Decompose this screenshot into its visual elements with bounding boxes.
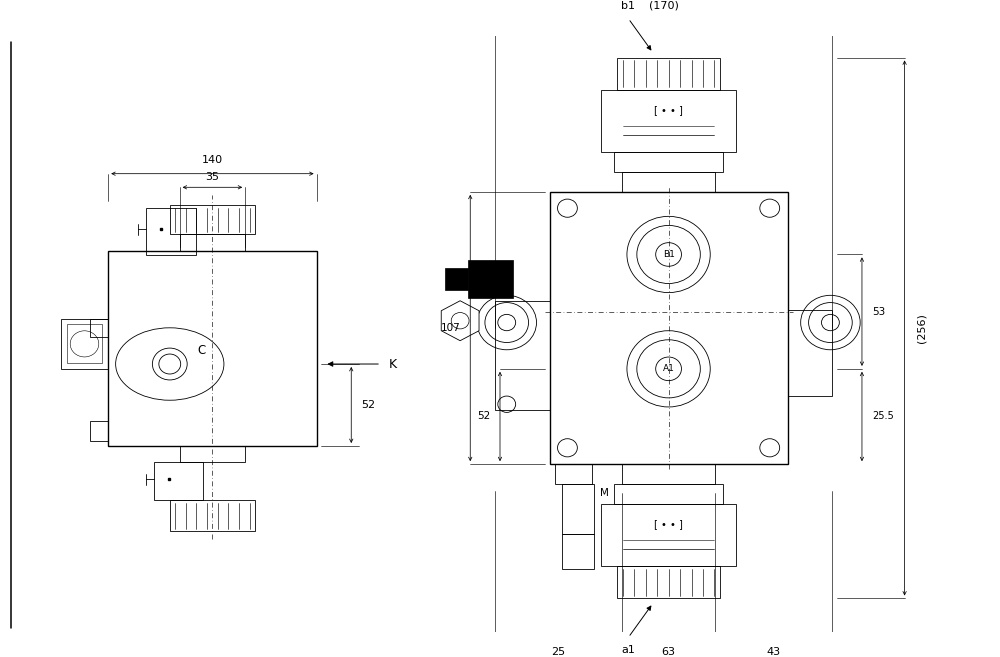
Bar: [788, 310, 832, 396]
Text: 25: 25: [551, 646, 566, 656]
Bar: [614, 484, 723, 504]
Text: 35: 35: [205, 172, 219, 182]
Bar: [622, 172, 715, 192]
Text: a1: a1: [621, 645, 635, 655]
Bar: [614, 152, 723, 172]
Text: 43: 43: [767, 646, 781, 656]
Bar: [601, 504, 736, 566]
Text: 107: 107: [441, 323, 460, 333]
Bar: [617, 58, 720, 90]
Bar: [61, 319, 108, 369]
Text: b1: b1: [621, 1, 635, 11]
Polygon shape: [441, 301, 479, 341]
Text: 52: 52: [477, 411, 490, 422]
Bar: [180, 235, 245, 251]
Bar: [555, 464, 592, 484]
Bar: [90, 319, 108, 337]
Bar: [550, 192, 788, 464]
Text: 52: 52: [361, 400, 375, 410]
Text: 63: 63: [662, 646, 676, 656]
Text: 25.5: 25.5: [872, 411, 894, 422]
Bar: [622, 464, 715, 484]
Bar: [170, 206, 255, 235]
Bar: [67, 325, 102, 363]
Text: M: M: [600, 488, 609, 498]
Bar: [154, 463, 203, 501]
Text: (170): (170): [649, 0, 679, 11]
Text: 140: 140: [202, 154, 223, 165]
Text: (256): (256): [917, 313, 927, 343]
Text: K: K: [389, 357, 397, 371]
Bar: [617, 566, 720, 599]
Bar: [601, 90, 736, 152]
Bar: [445, 267, 468, 290]
Text: [ • • ]: [ • • ]: [654, 519, 683, 529]
Text: A1: A1: [663, 365, 675, 373]
Bar: [146, 208, 196, 256]
Bar: [562, 484, 594, 534]
Bar: [180, 446, 245, 463]
Bar: [170, 501, 255, 532]
Bar: [495, 301, 550, 410]
Bar: [562, 534, 594, 568]
Text: C: C: [198, 344, 206, 357]
Text: 53: 53: [872, 307, 885, 317]
Bar: [90, 422, 108, 442]
Bar: [468, 260, 513, 298]
Text: B1: B1: [663, 250, 675, 259]
Bar: [108, 251, 317, 446]
Text: [ • • ]: [ • • ]: [654, 105, 683, 115]
